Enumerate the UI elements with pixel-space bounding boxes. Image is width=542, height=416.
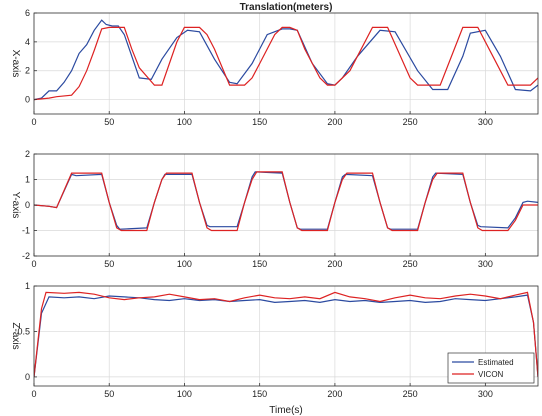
y-axis-label: Z-axis: [10, 322, 21, 349]
series-line-estimated: [34, 294, 538, 377]
x-tick-label: 50: [104, 389, 114, 399]
x-tick-label: 100: [177, 389, 192, 399]
x-tick-label: 150: [252, 259, 267, 269]
y-tick-label: 4: [25, 37, 30, 47]
y-axis-label: X-axis: [10, 50, 21, 78]
axes-frame: [33, 12, 539, 115]
x-tick-label: 200: [327, 389, 342, 399]
y-tick-label: 0: [25, 372, 30, 382]
y-tick-label: 2: [25, 66, 30, 76]
y-tick-label: -2: [22, 251, 30, 261]
x-tick-label: 300: [478, 389, 493, 399]
y-tick-label: -1: [22, 226, 30, 236]
axes-frame: [33, 285, 539, 387]
y-axis-label: Y-axis: [10, 192, 21, 219]
legend: Estimated VICON: [447, 352, 535, 384]
series-line-vicon: [34, 26, 538, 101]
y-tick-label: 6: [25, 8, 30, 18]
chart-title: Translation(meters): [240, 2, 333, 13]
x-tick-label: 150: [252, 389, 267, 399]
y-tick-label: 2: [25, 149, 30, 159]
series-line-vicon: [34, 171, 538, 232]
x-tick-label: 250: [403, 117, 418, 127]
x-tick-label: 50: [104, 259, 114, 269]
x-tick-label: 250: [403, 389, 418, 399]
subplot-3: 0 50 100 150 200 250 300 0 0.5 1 Z-axis Time(s) Esti…: [10, 281, 539, 416]
series-line-estimated: [34, 19, 538, 101]
y-tick-label: 1: [25, 281, 30, 291]
x-axis-label: Time(s): [269, 405, 303, 416]
x-tick-label: 250: [403, 259, 418, 269]
y-tick-label: 0: [25, 200, 30, 210]
x-tick-label: 200: [327, 117, 342, 127]
y-tick-label: 0: [25, 95, 30, 105]
subplot-1: 0 50 100 150 200 250 300 0 2 4 6 X-axis Translation(…: [10, 2, 539, 127]
x-tick-label: 200: [327, 259, 342, 269]
x-tick-label: 300: [478, 117, 493, 127]
x-tick-label: 150: [252, 117, 267, 127]
x-tick-label: 0: [31, 259, 36, 269]
x-tick-label: 0: [31, 117, 36, 127]
plot-area: [34, 13, 538, 114]
x-tick-label: 300: [478, 259, 493, 269]
y-tick-label: 0.5: [17, 326, 30, 336]
legend-label-estimated: Estimated: [478, 358, 514, 367]
y-tick-label: 1: [25, 175, 30, 185]
subplot-2: 0 50 100 150 200 250 300 -2 -1 0 1 2 Y-axis: [10, 149, 539, 269]
x-tick-label: 0: [31, 389, 36, 399]
legend-box: [447, 352, 535, 384]
series-line-vicon: [34, 291, 538, 377]
x-tick-label: 50: [104, 117, 114, 127]
x-tick-label: 100: [177, 117, 192, 127]
legend-label-vicon: VICON: [478, 370, 504, 379]
x-tick-label: 100: [177, 259, 192, 269]
